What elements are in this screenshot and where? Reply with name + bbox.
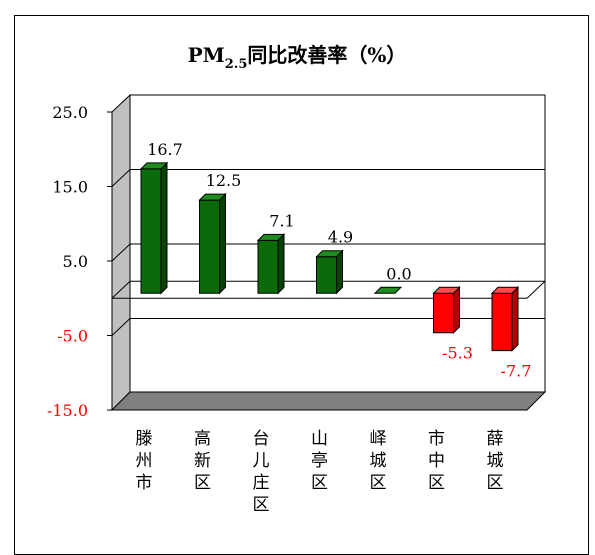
bar-top (139, 162, 169, 170)
value-label: 12.5 (206, 171, 242, 190)
bar-side (277, 233, 285, 295)
value-label: -7.7 (501, 362, 532, 381)
bar-front (491, 292, 513, 352)
x-tick-label: 峄城区 (370, 429, 387, 493)
bar-front (257, 239, 279, 294)
bar (256, 233, 286, 295)
zero-line-diag (526, 280, 546, 299)
value-label: 0.0 (386, 264, 411, 283)
bar-side (219, 192, 226, 295)
bar (432, 286, 461, 334)
gridline-diag (111, 169, 131, 187)
value-label: 7.1 (269, 211, 294, 230)
value-labels: 16.7 12.5 7.1 4.9 0.0 -5.3 -7.7 (147, 140, 531, 381)
x-tick-label: 山亭区 (311, 429, 328, 493)
bars (139, 161, 520, 352)
gridline-diag (111, 243, 131, 262)
chart-title-main: PM (188, 43, 225, 67)
pm25-chart: PM2.5同比改善率（%） 25.015.05.0-5.0-15.0 16.71… (47, 43, 547, 515)
bar (315, 249, 344, 295)
x-axis-labels: 滕州市 高新区 台儿庄区 山亭区 峄城区 市中区 薛城区 (136, 429, 504, 515)
bar-top (432, 286, 461, 294)
y-tick-label: -15.0 (47, 401, 88, 420)
chart-title-sub: 2.5 (225, 57, 248, 72)
bar-top (490, 286, 520, 294)
x-tick-label: 高新区 (194, 429, 211, 493)
floor (110, 391, 547, 411)
bar-front (433, 292, 454, 334)
y-tick-label: -5.0 (57, 327, 88, 346)
bar-top (256, 233, 286, 241)
bar (490, 286, 520, 352)
x-tick-label: 滕州市 (136, 429, 153, 493)
bar-side (453, 286, 460, 334)
value-label: 16.7 (147, 140, 183, 159)
value-label: -5.3 (442, 344, 473, 363)
y-tick-label: 15.0 (52, 178, 88, 197)
chart-title-rest: 同比改善率（%） (247, 43, 406, 67)
bar-top (198, 193, 227, 201)
zero-line-diag (111, 280, 131, 299)
bar-top (373, 286, 403, 294)
bar-side (336, 249, 343, 295)
gridline-diag (111, 318, 131, 336)
x-tick-label: 市中区 (428, 429, 445, 493)
value-label: 4.9 (328, 228, 353, 247)
bar-top (315, 250, 344, 258)
bar-front (316, 256, 337, 294)
x-tick-label: 台儿庄区 (253, 429, 270, 515)
bar (198, 192, 227, 295)
bar-side (511, 286, 519, 352)
y-tick-label: 5.0 (63, 252, 88, 271)
bar-front (199, 199, 220, 294)
bar-front (140, 168, 162, 294)
bar-side (160, 161, 168, 295)
x-tick-label: 薛城区 (487, 429, 504, 493)
bar (139, 161, 169, 295)
y-axis-ticks: 25.0 15.0 5.0 -5.0 -15.0 (47, 103, 112, 420)
chart-title: PM2.5同比改善率（%） (188, 43, 407, 72)
y-tick-label: 25.0 (52, 103, 88, 122)
bar (373, 286, 403, 294)
